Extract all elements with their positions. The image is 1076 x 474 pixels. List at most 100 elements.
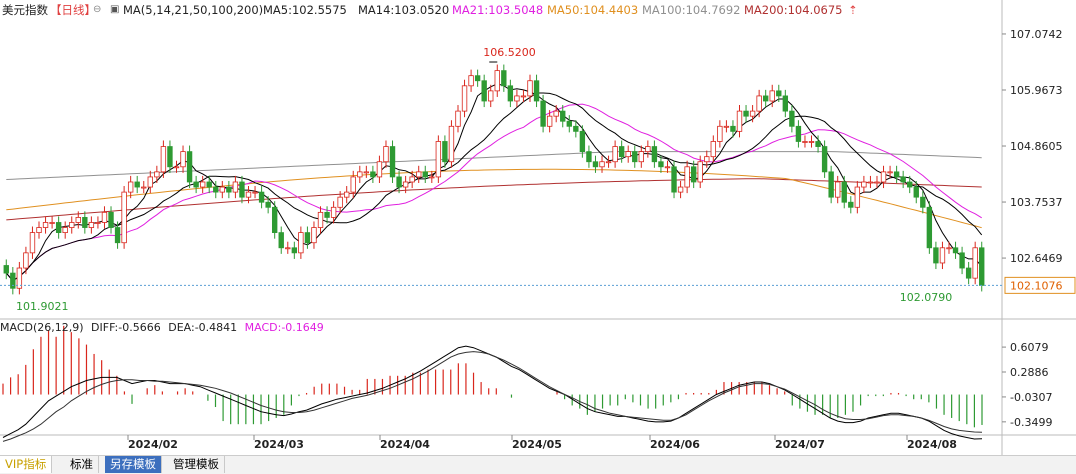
template-tabs: VIP指标 标准 另存模板 管理模板 xyxy=(0,455,1076,474)
candle-body xyxy=(29,232,36,254)
macd-dea: DEA:-0.4841 xyxy=(168,321,238,334)
low-right-label: 102.0790 xyxy=(900,291,953,304)
diff-line xyxy=(2,345,983,440)
candle-body xyxy=(239,181,245,198)
macd-y-tick-label: 0.6079 xyxy=(1010,341,1049,354)
candle-body xyxy=(959,252,965,269)
macd-value: MACD:-0.1649 xyxy=(244,321,324,334)
macd-y-tick-label: -0.0307 xyxy=(1010,391,1052,404)
period-label[interactable]: 【日线】 xyxy=(50,3,96,17)
candle-body xyxy=(835,181,841,198)
x-tick-label: 2024/04 xyxy=(380,438,430,451)
x-tick-label: 2024/03 xyxy=(254,438,304,451)
candle-body xyxy=(95,222,101,224)
candle-body xyxy=(632,151,638,163)
candle-body xyxy=(815,141,821,147)
candle-body xyxy=(232,181,239,193)
low-left-label: 101.9021 xyxy=(16,300,69,313)
candle-body xyxy=(167,146,173,168)
macd-lines xyxy=(2,345,983,442)
candle-body xyxy=(36,227,42,234)
candle-body xyxy=(173,166,180,169)
x-tick-label: 2024/05 xyxy=(512,438,562,451)
candle-body xyxy=(828,171,834,198)
candle-body xyxy=(514,95,520,102)
candle-body xyxy=(939,247,946,264)
candle-body xyxy=(311,227,317,244)
candle-body xyxy=(546,115,553,127)
candle-body xyxy=(416,171,422,178)
candle-body xyxy=(802,141,808,143)
ma21-line xyxy=(5,103,982,282)
macd-y-tick-label: -0.3499 xyxy=(1010,416,1052,429)
candle-body xyxy=(442,141,448,163)
tab-manage-template[interactable]: 管理模板 xyxy=(168,456,225,473)
candle-body xyxy=(23,252,29,269)
candle-body xyxy=(435,141,442,178)
candle-body xyxy=(782,95,789,112)
candle-body xyxy=(55,222,62,234)
ma21-value: MA21:103.5048 xyxy=(452,3,544,17)
candle-body xyxy=(625,151,631,158)
macd-y-axis: 0.6079 0.2886 -0.0307 -0.3499 xyxy=(1002,341,1052,429)
candle-body xyxy=(874,181,880,184)
candle-body xyxy=(3,265,9,274)
tab-standard[interactable]: 标准 xyxy=(65,456,99,473)
candle-body xyxy=(357,171,363,178)
candle-body xyxy=(749,110,756,117)
candle-body xyxy=(141,186,147,189)
candle-body xyxy=(658,161,664,168)
candle-body xyxy=(422,171,428,178)
candle-body xyxy=(808,141,815,143)
candle-body xyxy=(101,211,108,223)
candle-body xyxy=(317,211,324,228)
candle-body xyxy=(429,176,435,179)
candle-body xyxy=(861,181,867,188)
arrow-up-icon[interactable]: ⇡ xyxy=(848,3,858,17)
candle-body xyxy=(134,181,140,188)
ma5-line xyxy=(5,83,983,282)
candle-body xyxy=(651,146,658,163)
settings-icon[interactable]: ⊖ xyxy=(93,4,102,15)
candle-body xyxy=(560,110,566,122)
candle-body xyxy=(455,110,461,127)
candle-body xyxy=(402,181,409,188)
candle-body xyxy=(278,232,284,249)
macd-label: MACD(26,12,9) xyxy=(0,321,84,334)
indicator-icon[interactable]: ▣ xyxy=(110,4,120,15)
candle-body xyxy=(468,75,474,87)
candle-body xyxy=(180,151,186,168)
candle-body xyxy=(396,176,402,188)
candle-body xyxy=(769,90,775,102)
tab-vip[interactable]: VIP指标 xyxy=(0,456,53,473)
candle-body xyxy=(618,146,625,158)
tab-save-template[interactable]: 另存模板 xyxy=(105,456,162,473)
x-tick-label: 2024/07 xyxy=(775,438,825,451)
candle-body xyxy=(717,125,723,142)
candle-body xyxy=(946,247,952,250)
price-chart: 106.5200 101.9021 102.0790 107.0742 105.967… xyxy=(0,0,1076,455)
candle-body xyxy=(507,85,514,102)
x-tick-label: 2024/02 xyxy=(128,438,178,451)
macd-header: MACD(26,12,9) DIFF:-0.5666 DEA:-0.4841 M… xyxy=(0,320,324,336)
candle-body xyxy=(271,206,278,234)
high-label: 106.5200 xyxy=(483,46,535,59)
candle-body xyxy=(913,186,919,198)
candle-body xyxy=(10,272,16,289)
candle-body xyxy=(854,186,861,208)
candle-body xyxy=(880,171,887,183)
candle-body xyxy=(520,95,527,98)
candle-body xyxy=(481,80,487,102)
candle-body xyxy=(920,196,926,208)
candle-body xyxy=(298,232,304,254)
candle-body xyxy=(664,166,671,169)
candle-body xyxy=(893,171,900,178)
candle-body xyxy=(671,166,677,193)
candle-body xyxy=(154,171,160,178)
candle-body xyxy=(337,196,343,208)
candle-body xyxy=(206,181,212,188)
last-price-label: 102.1076 xyxy=(1010,279,1063,292)
candle-body xyxy=(789,110,795,127)
candle-body xyxy=(108,211,114,228)
candle-body xyxy=(324,211,330,218)
